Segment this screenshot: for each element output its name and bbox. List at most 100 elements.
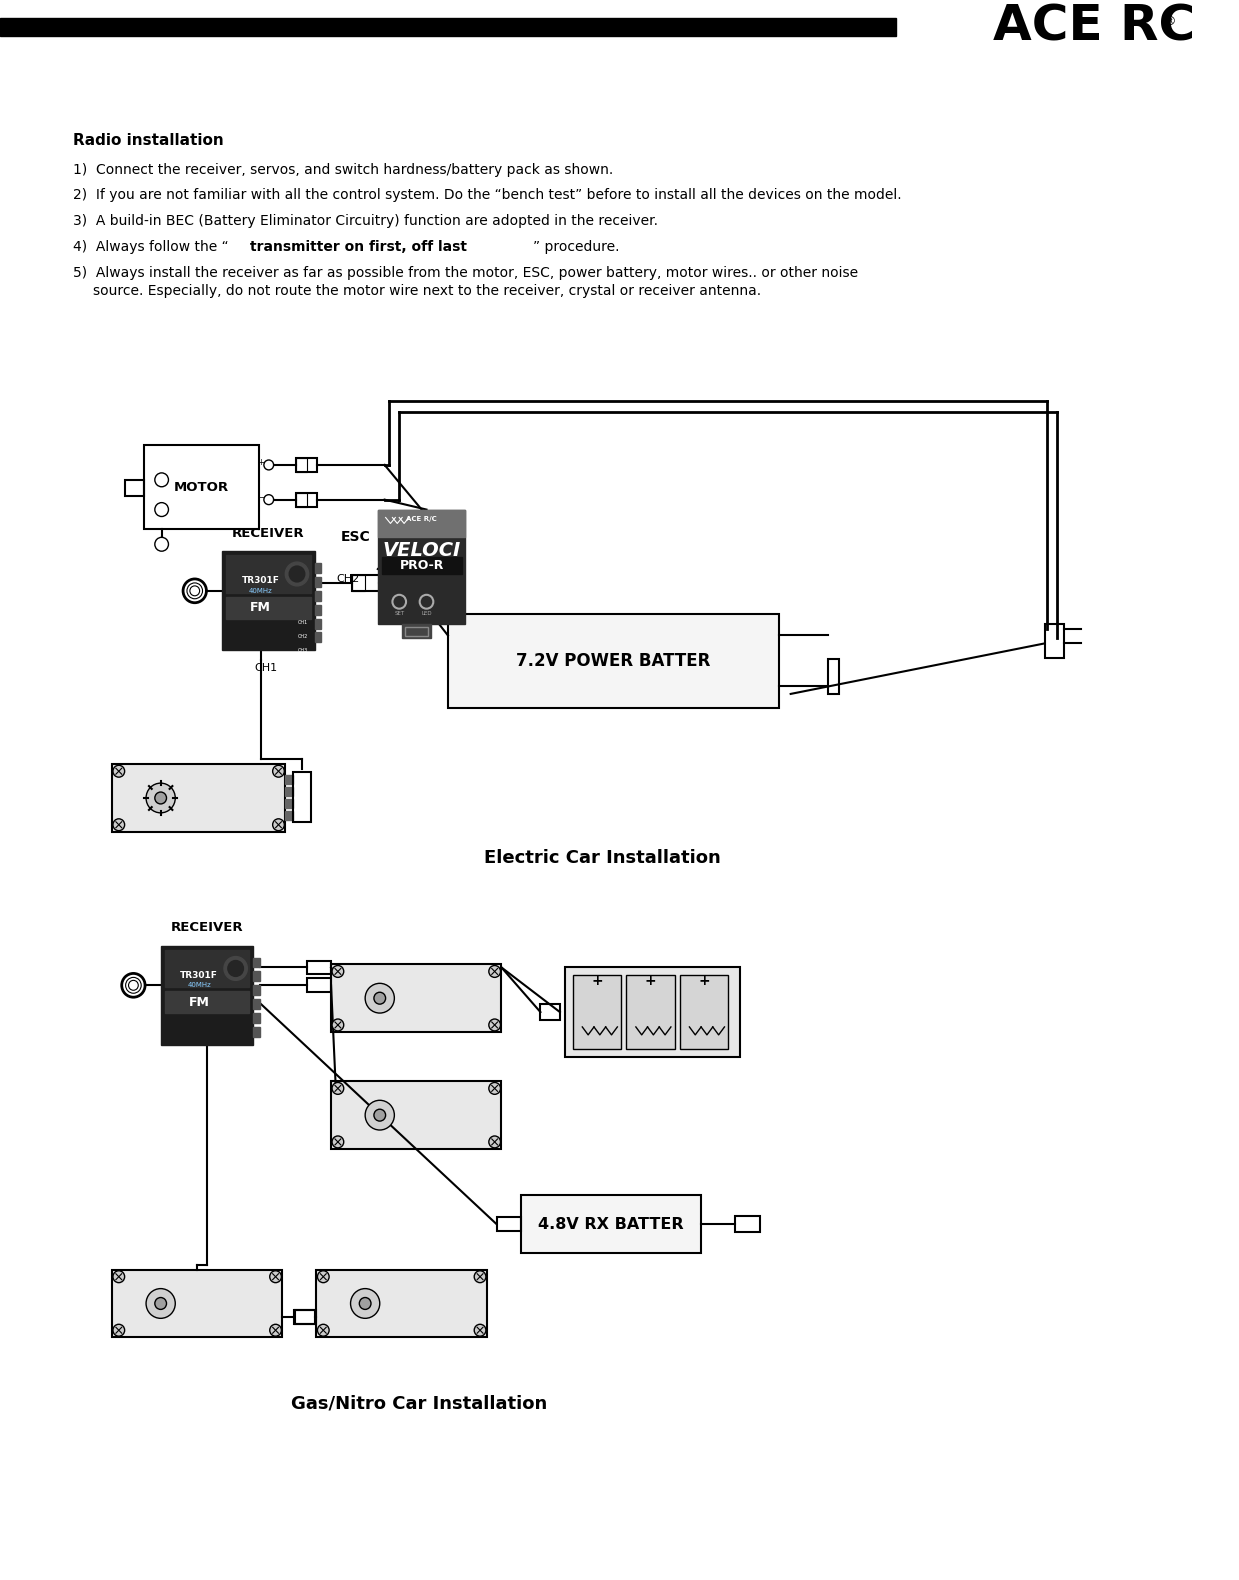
Circle shape xyxy=(270,1324,281,1337)
Bar xyxy=(378,510,466,537)
Text: +: + xyxy=(644,975,657,989)
Circle shape xyxy=(317,1270,330,1283)
Text: Radio installation: Radio installation xyxy=(73,133,224,149)
Bar xyxy=(316,1270,487,1337)
Circle shape xyxy=(351,1289,380,1318)
Text: CH2: CH2 xyxy=(297,634,309,638)
Circle shape xyxy=(332,1136,343,1147)
Text: PRO-R: PRO-R xyxy=(399,559,444,572)
Text: VELOCI: VELOCI xyxy=(383,542,461,561)
Text: 4)  Always follow the “: 4) Always follow the “ xyxy=(73,240,229,254)
Text: 3)  A build-in BEC (Battery Eliminator Circuitry) function are adopted in the re: 3) A build-in BEC (Battery Eliminator Ci… xyxy=(73,215,658,228)
Bar xyxy=(315,619,321,629)
Circle shape xyxy=(366,1100,394,1130)
Bar xyxy=(315,562,321,574)
Text: −: − xyxy=(258,493,264,502)
Circle shape xyxy=(146,1289,175,1318)
Bar xyxy=(352,575,366,591)
Circle shape xyxy=(155,1297,166,1310)
Text: source. Especially, do not route the motor wire next to the receiver, crystal or: source. Especially, do not route the mot… xyxy=(93,283,761,297)
Bar xyxy=(285,776,294,784)
Bar xyxy=(405,627,429,637)
Bar xyxy=(565,967,740,1057)
Bar xyxy=(403,624,431,638)
Circle shape xyxy=(228,961,243,976)
Bar xyxy=(296,493,307,507)
Circle shape xyxy=(475,1270,486,1283)
Bar xyxy=(540,1005,560,1021)
Text: Gas/Nitro Car Installation: Gas/Nitro Car Installation xyxy=(291,1395,546,1413)
Bar xyxy=(165,950,249,988)
Circle shape xyxy=(359,1297,370,1310)
Text: transmitter on first, off last: transmitter on first, off last xyxy=(250,240,467,254)
Circle shape xyxy=(317,1324,330,1337)
Bar xyxy=(125,480,144,496)
Circle shape xyxy=(332,965,343,978)
Text: ACE RC: ACE RC xyxy=(994,3,1196,51)
Bar xyxy=(1044,624,1064,659)
Bar xyxy=(253,986,260,995)
Bar xyxy=(253,1013,260,1022)
Bar xyxy=(296,493,317,507)
Text: CH1: CH1 xyxy=(254,664,278,673)
Circle shape xyxy=(273,818,284,831)
Text: TR301F: TR301F xyxy=(180,970,218,980)
Text: ACE R/C: ACE R/C xyxy=(406,517,437,523)
Bar xyxy=(222,551,315,651)
Bar xyxy=(315,605,321,615)
Text: MOTOR: MOTOR xyxy=(173,480,229,495)
Text: RECEIVER: RECEIVER xyxy=(232,526,305,540)
Text: +: + xyxy=(699,975,710,989)
Bar xyxy=(315,632,321,643)
Text: +: + xyxy=(258,458,264,468)
Text: CH3: CH3 xyxy=(297,648,309,653)
Text: FM: FM xyxy=(250,600,271,615)
Bar xyxy=(295,1310,316,1324)
Bar xyxy=(144,446,259,529)
Text: CH2: CH2 xyxy=(336,574,359,585)
Circle shape xyxy=(332,1082,343,1095)
Circle shape xyxy=(489,965,501,978)
Bar xyxy=(680,975,729,1049)
Text: 2)  If you are not familiar with all the control system. Do the “bench test” bef: 2) If you are not familiar with all the … xyxy=(73,188,902,202)
Bar xyxy=(285,787,294,796)
Text: ESC: ESC xyxy=(341,529,370,544)
Text: 40MHz: 40MHz xyxy=(249,588,273,594)
Bar xyxy=(735,1217,760,1232)
Bar xyxy=(253,972,260,981)
Bar xyxy=(253,999,260,1010)
Bar xyxy=(161,946,253,1044)
Circle shape xyxy=(285,562,309,586)
Bar xyxy=(112,1270,282,1337)
Circle shape xyxy=(155,792,166,804)
Bar xyxy=(296,458,317,472)
Bar xyxy=(285,811,294,820)
Text: SET: SET xyxy=(394,611,404,616)
Circle shape xyxy=(374,992,385,1005)
Circle shape xyxy=(224,956,248,980)
Circle shape xyxy=(289,566,305,581)
Circle shape xyxy=(270,1270,281,1283)
Bar xyxy=(112,765,285,831)
Bar xyxy=(225,555,311,592)
Text: 1)  Connect the receiver, servos, and switch hardness/battery pack as shown.: 1) Connect the receiver, servos, and swi… xyxy=(73,163,613,177)
Circle shape xyxy=(489,1019,501,1030)
Bar xyxy=(0,17,896,36)
Circle shape xyxy=(475,1324,486,1337)
Bar xyxy=(497,1217,520,1231)
Bar xyxy=(315,591,321,600)
Text: CH1: CH1 xyxy=(297,619,309,626)
Bar xyxy=(331,1081,502,1149)
Circle shape xyxy=(113,1324,125,1337)
Text: 4.8V RX BATTER: 4.8V RX BATTER xyxy=(538,1217,684,1232)
Bar xyxy=(165,991,249,1013)
Bar xyxy=(828,659,839,694)
Bar xyxy=(285,799,294,807)
Text: 40MHz: 40MHz xyxy=(187,983,211,989)
Circle shape xyxy=(366,983,394,1013)
Text: FM: FM xyxy=(188,995,209,1008)
Circle shape xyxy=(489,1136,501,1147)
Bar xyxy=(296,458,307,472)
Text: Electric Car Installation: Electric Car Installation xyxy=(484,850,721,867)
Text: RECEIVER: RECEIVER xyxy=(171,921,243,934)
